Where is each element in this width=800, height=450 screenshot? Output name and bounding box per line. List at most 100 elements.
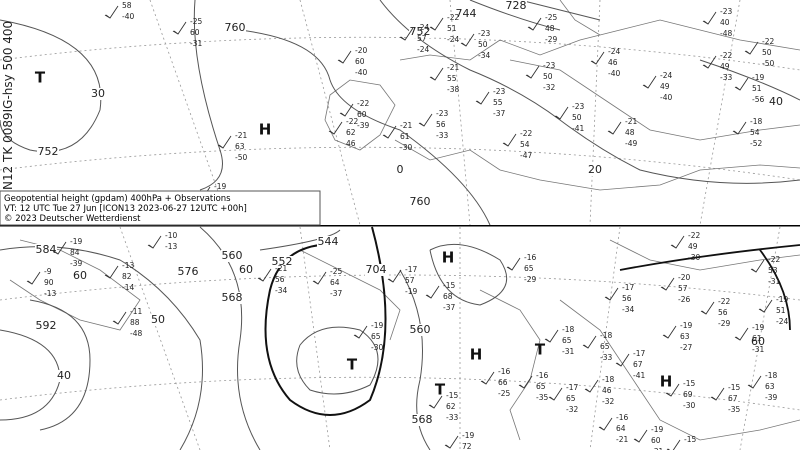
contour-label-bg bbox=[409, 26, 431, 38]
info-line: VT: 12 UTC Tue 27 Jun [ICON13 2023-06-27… bbox=[4, 204, 247, 214]
station-value: -20 bbox=[355, 46, 367, 55]
contour-label: 568 bbox=[222, 291, 243, 304]
contour-label-bg bbox=[37, 146, 59, 158]
station-value: 65 bbox=[600, 342, 610, 351]
wind-barb bbox=[660, 277, 675, 291]
station-value: -22 bbox=[688, 231, 700, 240]
wind-barb bbox=[475, 91, 490, 105]
station-value: -10 bbox=[165, 231, 177, 240]
station-value: 65 bbox=[566, 394, 576, 403]
station-value: -18 bbox=[602, 375, 614, 384]
station-value: -30 bbox=[688, 253, 700, 262]
wind-barb bbox=[425, 285, 440, 299]
station-value: -21 bbox=[400, 121, 412, 130]
contour-label-bg bbox=[35, 244, 57, 256]
contour-label: 728 bbox=[506, 0, 527, 12]
side-label: N12 TK 0089IG-hsy 500 400 bbox=[1, 21, 15, 190]
station-value: -25 bbox=[545, 13, 557, 22]
station-value: -17 bbox=[633, 349, 645, 358]
station-value: -21 bbox=[447, 63, 459, 72]
station-value: -23 bbox=[493, 87, 505, 96]
wind-barb bbox=[52, 241, 67, 255]
station-value: -9 bbox=[44, 267, 52, 276]
station-value: 65 bbox=[562, 336, 572, 345]
contour-label: 30 bbox=[91, 87, 105, 100]
station-value: -48 bbox=[720, 29, 732, 38]
station-value: 61 bbox=[400, 132, 410, 141]
contour-label-bg bbox=[584, 164, 606, 176]
station-value: -50 bbox=[762, 59, 774, 68]
station-value: -40 bbox=[122, 12, 134, 21]
station-value: -23 bbox=[478, 29, 490, 38]
station-value: 69 bbox=[683, 390, 693, 399]
station-value: -13 bbox=[44, 289, 56, 298]
station-value: -19 bbox=[70, 237, 82, 246]
station-value: -19 bbox=[680, 321, 692, 330]
station-value: -47 bbox=[520, 151, 532, 160]
contour-label-bg bbox=[221, 292, 243, 304]
contour-label: 60 bbox=[73, 269, 87, 282]
wind-barb bbox=[217, 135, 232, 149]
contour-label-bg bbox=[53, 370, 75, 382]
contour-label: 50 bbox=[151, 313, 165, 326]
wind-barb bbox=[702, 55, 717, 69]
station-value: 49 bbox=[720, 62, 730, 71]
station-value: -33 bbox=[446, 413, 458, 422]
station-value: -50 bbox=[235, 153, 247, 162]
wind-barb bbox=[670, 235, 685, 249]
station-value: 51 bbox=[752, 84, 762, 93]
wind-barb bbox=[399, 27, 414, 41]
station-value: -41 bbox=[633, 371, 645, 380]
station-value: -30 bbox=[683, 401, 695, 410]
wind-barb bbox=[584, 379, 599, 393]
station-value: -24 bbox=[447, 35, 459, 44]
station-value: -38 bbox=[447, 85, 459, 94]
wind-barb bbox=[665, 383, 680, 397]
station-value: 46 bbox=[346, 139, 356, 148]
station-value: 62 bbox=[346, 128, 356, 137]
station-value: 60 bbox=[357, 110, 367, 119]
station-value: -34 bbox=[478, 51, 490, 60]
station-value: 60 bbox=[651, 436, 661, 445]
station-value: 57 bbox=[417, 34, 427, 43]
station-value: -24 bbox=[417, 45, 429, 54]
station-value: -23 bbox=[436, 109, 448, 118]
station-value: 72 bbox=[462, 442, 472, 450]
contour-label-bg bbox=[177, 266, 199, 278]
station-value: -39 bbox=[70, 259, 82, 268]
station-value: -31 bbox=[752, 345, 764, 354]
station-value: -23 bbox=[572, 102, 584, 111]
station-value: -25 bbox=[190, 17, 202, 26]
contour-label: 760 bbox=[410, 195, 431, 208]
wind-barb bbox=[506, 257, 521, 271]
contour-label-bg bbox=[455, 8, 477, 20]
station-value: -31 bbox=[768, 277, 780, 286]
station-value: -30 bbox=[400, 143, 412, 152]
info-line: Geopotential height (gpdam) 400hPa + Obs… bbox=[4, 194, 231, 204]
station-value: -19 bbox=[651, 425, 663, 434]
station-value: -19 bbox=[752, 73, 764, 82]
wind-barb bbox=[710, 387, 725, 401]
wind-barb bbox=[518, 375, 533, 389]
station-value: -32 bbox=[566, 405, 578, 414]
wind-barb bbox=[104, 265, 119, 279]
station-value: -22 bbox=[520, 129, 532, 138]
station-value: -29 bbox=[524, 275, 536, 284]
station-value: -31 bbox=[562, 347, 574, 356]
station-value: 56 bbox=[622, 294, 632, 303]
contour-label-bg bbox=[317, 236, 339, 248]
station-value: -33 bbox=[436, 131, 448, 140]
station-value: -16 bbox=[524, 253, 536, 262]
contour-label: 744 bbox=[456, 7, 477, 20]
contour-label-bg bbox=[87, 88, 109, 100]
station-value: -24 bbox=[417, 23, 429, 32]
contour-label-bg bbox=[389, 164, 411, 176]
contour-label: 704 bbox=[366, 263, 387, 276]
wind-barb bbox=[615, 353, 630, 367]
wind-barb bbox=[26, 271, 41, 285]
wind-barb bbox=[700, 301, 715, 315]
contour-label: 40 bbox=[57, 369, 71, 382]
station-value: 49 bbox=[660, 82, 670, 91]
coastlines bbox=[9, 0, 800, 441]
station-value: -25 bbox=[498, 389, 510, 398]
